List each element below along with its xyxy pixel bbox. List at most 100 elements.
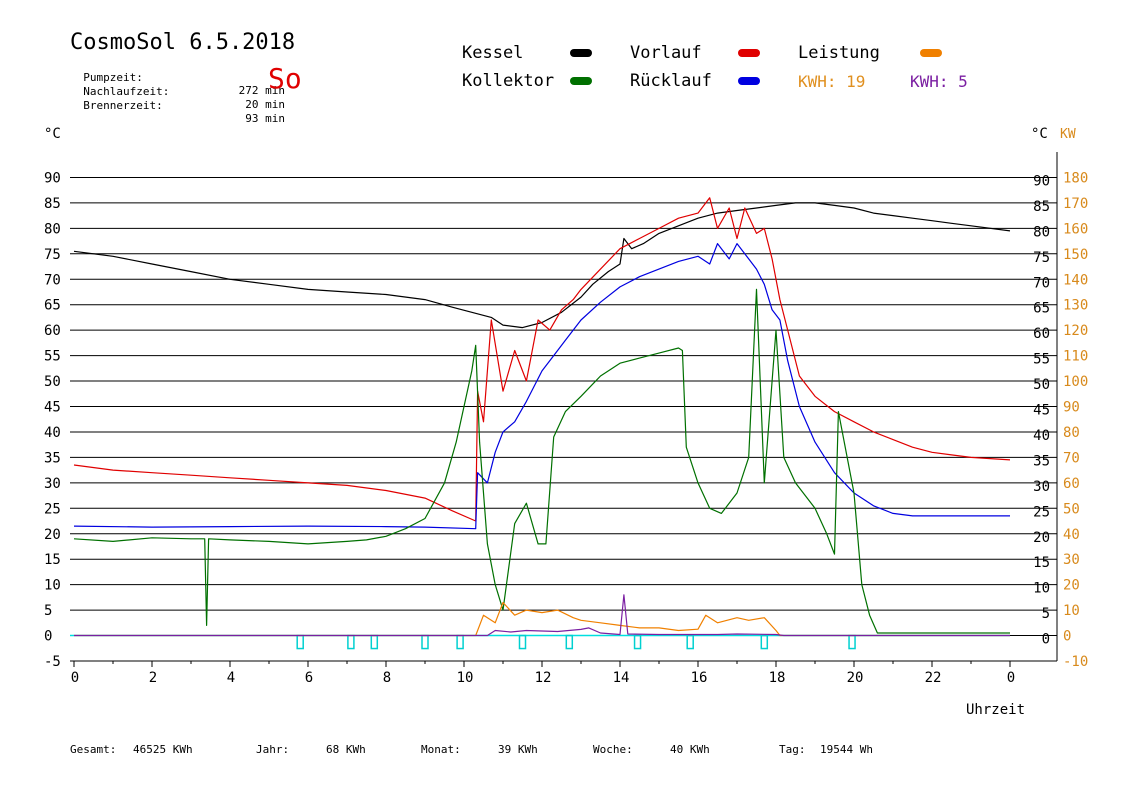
y2-tick-label: 140 [1063, 272, 1088, 288]
y-tick-label: 15 [44, 552, 61, 568]
x-tick-label: 0 [71, 670, 79, 686]
y2-axis-unit: KW [1060, 127, 1076, 142]
y2-tick-label: 0 [1063, 629, 1071, 645]
info-value: 93 min [245, 112, 285, 125]
info-value: 20 min [245, 98, 285, 111]
legend-vorlauf-swatch [738, 49, 760, 57]
y-right-tick-label: 55 [1033, 352, 1050, 368]
pump-marker [518, 634, 527, 650]
legend-kessel-label: Kessel [462, 43, 524, 63]
weekday-label: So [268, 62, 302, 95]
legend-vorlauf-label: Vorlauf [630, 43, 702, 63]
x-tick-label: 22 [925, 670, 942, 686]
footer-gesamt-value: 46525 KWh [133, 743, 193, 756]
footer-monat-label: Monat: [421, 743, 461, 756]
y-tick-label: 55 [44, 349, 61, 365]
series-line-rcklauf [73, 243, 1010, 530]
pump-marker [848, 634, 856, 650]
y-right-tick-label: 10 [1033, 581, 1050, 597]
y2-tick-label: 180 [1063, 170, 1088, 186]
y2-tick-label: 70 [1063, 450, 1080, 466]
pump-marker [296, 634, 304, 650]
y-tick-label: -5 [44, 654, 61, 670]
info-pumpzeit: Pumpzeit: 272 min [70, 58, 285, 97]
series-line-leistung [74, 601, 1010, 637]
x-tick-label: 18 [769, 670, 786, 686]
y-right-tick-label: 70 [1033, 275, 1050, 291]
y2-tick-label: 40 [1063, 527, 1080, 543]
y2-tick-label: -10 [1063, 654, 1088, 670]
footer-monat-value: 39 KWh [498, 743, 538, 756]
series-line-kessel [73, 202, 1011, 329]
y-tick-label: 25 [44, 501, 61, 517]
y-right-tick-label: 25 [1033, 504, 1050, 520]
y2-tick-label: 10 [1063, 603, 1080, 619]
y-tick-label: 80 [44, 221, 61, 237]
y-tick-label: 45 [44, 400, 61, 416]
y-right-tick-label: 15 [1033, 555, 1050, 571]
y-right-tick-label: 75 [1033, 250, 1050, 266]
info-brennerzeit: Brennerzeit: 93 min [70, 86, 285, 125]
y-tick-label: 90 [44, 170, 61, 186]
x-axis-title: Uhrzeit [966, 702, 1026, 718]
legend-leistung-label: Leistung [798, 43, 880, 63]
x-tick-label: 16 [691, 670, 708, 686]
kwh-orange: KWH: 19 [798, 72, 866, 91]
info-label: Nachlaufzeit: [83, 85, 170, 98]
x-tick-label: 12 [535, 670, 552, 686]
x-tick-label: 8 [383, 670, 391, 686]
x-tick-label: 10 [457, 670, 474, 686]
legend-leistung-swatch [920, 49, 942, 57]
y-tick-label: 85 [44, 196, 61, 212]
y-right-tick-label: 90 [1033, 173, 1050, 189]
kwh-purple: KWH: 5 [910, 72, 968, 91]
y-right-tick-label: 80 [1033, 224, 1050, 240]
y-tick-label: 30 [44, 476, 61, 492]
pump-marker [760, 634, 769, 650]
y2-tick-label: 90 [1063, 400, 1080, 416]
pump-marker [686, 634, 694, 650]
series-line-vorlauf [73, 197, 1011, 522]
y-right-tick-label: 60 [1033, 326, 1050, 342]
y2-tick-label: 30 [1063, 552, 1080, 568]
y-right-tick-label: 40 [1033, 428, 1050, 444]
pump-marker [633, 634, 642, 650]
y-right-tick-label: 30 [1033, 479, 1050, 495]
y-tick-label: 10 [44, 578, 61, 594]
y-tick-label: 65 [44, 298, 61, 314]
y-right-tick-label: 45 [1033, 403, 1050, 419]
y2-tick-label: 170 [1063, 196, 1088, 212]
y-right-tick-label: 65 [1033, 301, 1050, 317]
footer-jahr-label: Jahr: [256, 743, 290, 756]
info-label: Brennerzeit: [83, 99, 163, 112]
x-tick-label: 6 [305, 670, 313, 686]
y-right-tick-label: 0 [1042, 632, 1050, 648]
y-right-axis-unit: °C [1031, 126, 1048, 142]
info-label: Pumpzeit: [83, 71, 143, 84]
footer-woche-label: Woche: [593, 743, 633, 756]
series-line-kwh [74, 594, 1010, 637]
y-right-tick-label: 35 [1033, 453, 1050, 469]
y-right-tick-label: 5 [1042, 606, 1050, 622]
x-tick-label: 20 [847, 670, 864, 686]
y-tick-label: 60 [44, 323, 61, 339]
pump-marker [456, 634, 464, 650]
y-tick-label: 40 [44, 425, 61, 441]
pump-marker [565, 634, 574, 650]
y2-tick-label: 120 [1063, 323, 1088, 339]
x-tick-label: 14 [613, 670, 630, 686]
y2-tick-label: 160 [1063, 221, 1088, 237]
legend-ruecklauf-label: Rücklauf [630, 71, 712, 91]
pump-marker [347, 634, 355, 650]
y2-tick-label: 110 [1063, 349, 1088, 365]
y-tick-label: 70 [44, 272, 61, 288]
series-line-kollektor [73, 288, 1010, 634]
footer-jahr-value: 68 KWh [326, 743, 366, 756]
y2-tick-label: 20 [1063, 578, 1080, 594]
y-tick-label: 5 [44, 603, 52, 619]
y-right-tick-label: 20 [1033, 530, 1050, 546]
footer-gesamt-label: Gesamt: [70, 743, 117, 756]
y2-tick-label: 100 [1063, 374, 1088, 390]
x-tick-label: 2 [149, 670, 157, 686]
